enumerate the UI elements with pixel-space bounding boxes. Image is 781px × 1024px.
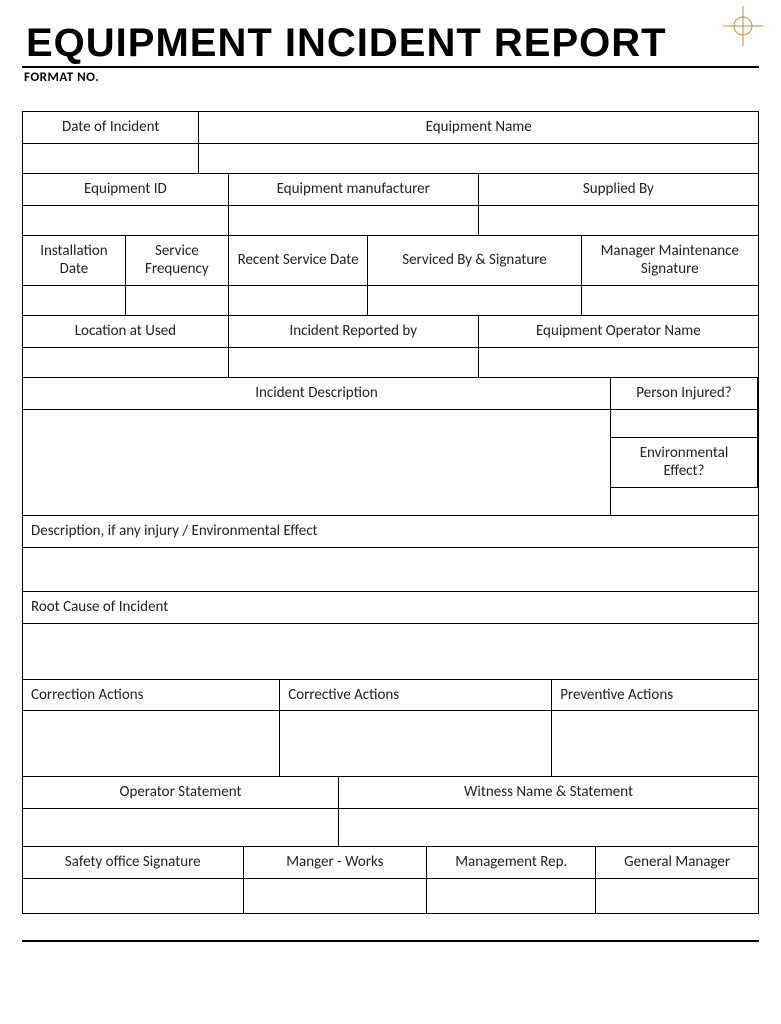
general-manager-label: General Manager xyxy=(596,847,758,879)
management-rep-field[interactable] xyxy=(427,879,596,913)
date-of-incident-field[interactable] xyxy=(23,144,199,174)
equipment-name-field[interactable] xyxy=(199,144,758,174)
equipment-id-field[interactable] xyxy=(23,206,229,236)
manger-works-field[interactable] xyxy=(244,879,428,913)
safety-office-field[interactable] xyxy=(23,879,244,913)
supplied-by-label: Supplied By xyxy=(479,174,758,206)
preventive-actions-label: Preventive Actions xyxy=(552,680,758,712)
environmental-effect-field[interactable] xyxy=(611,488,758,516)
witness-label: Witness Name & Statement xyxy=(339,777,758,809)
location-at-used-label: Location at Used xyxy=(23,316,229,348)
location-at-used-field[interactable] xyxy=(23,348,229,378)
crosshair-icon xyxy=(723,6,763,46)
corrective-actions-label: Corrective Actions xyxy=(280,680,552,712)
preventive-actions-field[interactable] xyxy=(552,711,758,777)
management-rep-label: Management Rep. xyxy=(427,847,596,879)
manager-maintenance-label: Manager Maintenance Signature xyxy=(582,236,758,287)
date-of-incident-label: Date of Incident xyxy=(23,112,199,144)
witness-field[interactable] xyxy=(339,809,758,847)
manager-maintenance-field[interactable] xyxy=(582,286,758,316)
desc-injury-field[interactable] xyxy=(23,548,758,592)
supplied-by-field[interactable] xyxy=(479,206,758,236)
incident-description-label: Incident Description xyxy=(23,378,611,410)
incident-description-field[interactable] xyxy=(23,410,611,517)
incident-reported-by-label: Incident Reported by xyxy=(229,316,479,348)
manger-works-label: Manger - Works xyxy=(244,847,428,879)
footer-rule xyxy=(22,940,759,942)
equipment-id-label: Equipment ID xyxy=(23,174,229,206)
general-manager-field[interactable] xyxy=(596,879,758,913)
equipment-manufacturer-label: Equipment manufacturer xyxy=(229,174,479,206)
serviced-by-field[interactable] xyxy=(368,286,581,316)
recent-service-date-field[interactable] xyxy=(229,286,369,316)
environmental-effect-label: Environmental Effect? xyxy=(611,438,758,489)
correction-actions-field[interactable] xyxy=(23,711,280,777)
safety-office-label: Safety office Signature xyxy=(23,847,244,879)
desc-injury-label: Description, if any injury / Environment… xyxy=(23,516,758,548)
incident-reported-by-field[interactable] xyxy=(229,348,479,378)
root-cause-label: Root Cause of Incident xyxy=(23,592,758,624)
recent-service-date-label: Recent Service Date xyxy=(229,236,369,287)
equipment-manufacturer-field[interactable] xyxy=(229,206,479,236)
installation-date-label: Installation Date xyxy=(23,236,126,287)
equipment-operator-label: Equipment Operator Name xyxy=(479,316,758,348)
service-frequency-field[interactable] xyxy=(126,286,229,316)
installation-date-field[interactable] xyxy=(23,286,126,316)
serviced-by-label: Serviced By & Signature xyxy=(368,236,581,287)
service-frequency-label: Service Frequency xyxy=(126,236,229,287)
operator-statement-label: Operator Statement xyxy=(23,777,339,809)
correction-actions-label: Correction Actions xyxy=(23,680,280,712)
equipment-name-label: Equipment Name xyxy=(199,112,758,144)
person-injured-label: Person Injured? xyxy=(611,378,758,410)
corrective-actions-field[interactable] xyxy=(280,711,552,777)
equipment-operator-field[interactable] xyxy=(479,348,758,378)
person-injured-field[interactable] xyxy=(611,410,758,438)
document-title: EQUIPMENT INCIDENT REPORT xyxy=(22,20,759,68)
format-number-label: FORMAT NO. xyxy=(22,70,759,85)
root-cause-field[interactable] xyxy=(23,624,758,680)
operator-statement-field[interactable] xyxy=(23,809,339,847)
incident-form: Date of Incident Equipment Name Equipmen… xyxy=(22,111,759,914)
